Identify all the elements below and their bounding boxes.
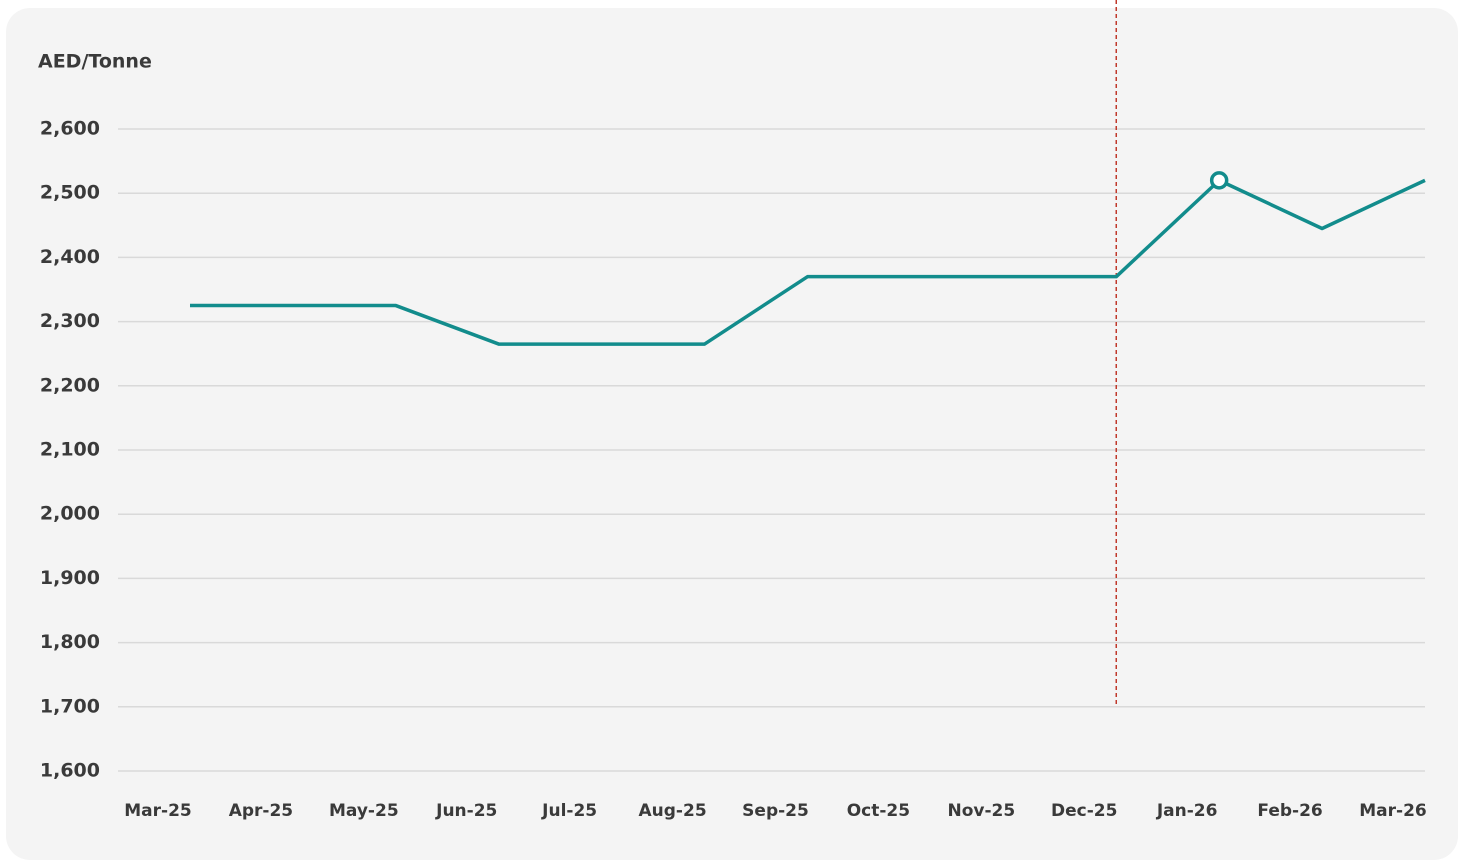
y-tick-label: 1,600	[40, 760, 100, 782]
y-tick-label: 1,700	[40, 695, 100, 717]
x-tick-label: Nov-25	[947, 801, 1015, 821]
y-tick-label: 2,600	[40, 118, 100, 140]
y-tick-label: 1,900	[40, 567, 100, 589]
x-tick-label: Mar-26	[1359, 801, 1427, 821]
card-background	[6, 8, 1458, 860]
x-tick-label: Jul-25	[541, 801, 597, 821]
x-tick-label: Mar-25	[124, 801, 192, 821]
x-tick-label: Sep-25	[742, 801, 809, 821]
y-tick-label: 2,100	[40, 439, 100, 461]
y-axis-label: AED/Tonne	[38, 51, 152, 73]
y-tick-label: 1,800	[40, 631, 100, 653]
y-tick-label: 2,300	[40, 310, 100, 332]
x-tick-label: Aug-25	[639, 801, 707, 821]
x-tick-label: Oct-25	[847, 801, 910, 821]
y-tick-label: 2,200	[40, 374, 100, 396]
highlight-marker	[1209, 171, 1229, 190]
y-tick-label: 2,000	[40, 503, 100, 525]
x-tick-label: Jun-25	[435, 801, 497, 821]
y-tick-label: 2,500	[40, 182, 100, 204]
x-tick-label: Feb-26	[1257, 801, 1322, 821]
x-tick-label: Jan-26	[1156, 801, 1218, 821]
x-tick-label: Apr-25	[229, 801, 293, 821]
x-tick-label: Dec-25	[1051, 801, 1117, 821]
x-tick-label: May-25	[329, 801, 399, 821]
y-tick-label: 2,400	[40, 246, 100, 268]
